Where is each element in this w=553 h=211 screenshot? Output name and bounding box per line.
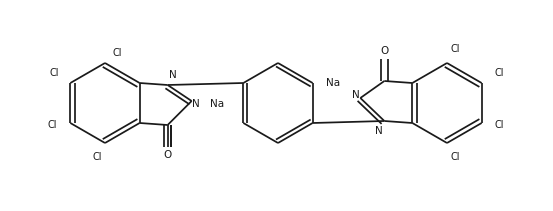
Text: Na: Na: [326, 78, 341, 88]
Text: Cl: Cl: [112, 48, 122, 58]
Text: Cl: Cl: [495, 68, 504, 78]
Text: N: N: [169, 70, 176, 80]
Text: O: O: [380, 46, 389, 56]
Text: O: O: [164, 150, 172, 160]
Text: Cl: Cl: [92, 152, 102, 162]
Text: Cl: Cl: [450, 152, 460, 162]
Text: N: N: [192, 99, 200, 109]
Text: Cl: Cl: [495, 120, 504, 130]
Text: N: N: [352, 90, 360, 100]
Text: N: N: [375, 126, 383, 136]
Text: Cl: Cl: [450, 44, 460, 54]
Text: Cl: Cl: [48, 120, 57, 130]
Text: Na: Na: [210, 99, 224, 109]
Text: Cl: Cl: [50, 68, 59, 78]
